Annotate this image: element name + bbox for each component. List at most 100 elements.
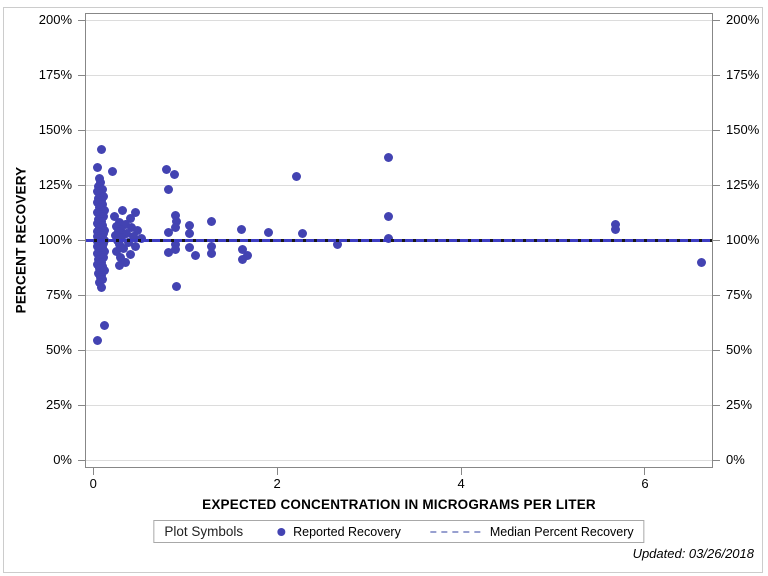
gridline-y	[86, 349, 712, 351]
y-tick-label-right: 0%	[726, 452, 745, 468]
data-point	[111, 246, 121, 256]
data-point	[697, 257, 707, 267]
data-point	[119, 244, 129, 254]
figure-border	[3, 7, 763, 573]
y-axis-tick-left	[78, 239, 85, 241]
data-point	[169, 169, 179, 179]
data-point	[118, 205, 128, 215]
y-tick-label-left: 200%	[38, 12, 72, 28]
gridline-y	[86, 404, 712, 406]
y-axis-tick-right	[713, 239, 720, 241]
data-point	[164, 247, 174, 257]
data-point	[185, 228, 195, 238]
data-point	[99, 266, 109, 276]
y-axis-tick-left	[78, 74, 85, 76]
data-point	[237, 255, 247, 265]
y-axis-tick-right	[713, 459, 720, 461]
data-point	[120, 257, 130, 267]
data-point	[125, 213, 135, 223]
median-line	[86, 238, 712, 242]
data-point	[120, 220, 130, 230]
data-point	[121, 228, 131, 238]
data-point	[93, 162, 103, 172]
y-tick-label-right: 50%	[726, 342, 753, 358]
legend-marker-icon	[277, 527, 286, 536]
y-axis-tick-right	[713, 19, 720, 21]
data-point	[99, 205, 109, 215]
gridline-y	[86, 184, 712, 186]
data-point	[170, 211, 180, 221]
y-axis-tick-right	[713, 184, 720, 186]
data-point	[383, 153, 393, 163]
legend-dashed-line-icon	[430, 530, 481, 533]
data-point	[99, 321, 109, 331]
y-axis-tick-left	[78, 19, 85, 21]
data-point	[170, 223, 180, 233]
data-point	[127, 223, 137, 233]
legend-title: Plot Symbols	[164, 524, 244, 539]
y-axis-tick-left	[78, 294, 85, 296]
data-point	[383, 212, 393, 222]
data-point	[172, 281, 182, 291]
gridline-y	[86, 74, 712, 76]
data-point	[132, 225, 142, 235]
data-point	[129, 232, 139, 242]
data-point	[236, 224, 246, 234]
data-point	[170, 239, 180, 249]
data-point	[97, 145, 107, 155]
y-axis-tick-right	[713, 349, 720, 351]
plot-legend: Plot Symbols Reported Recovery Median Pe…	[153, 520, 645, 543]
data-point	[611, 224, 621, 234]
updated-note: Updated: 03/26/2018	[632, 546, 754, 561]
y-axis-tick-right	[713, 129, 720, 131]
y-tick-label-left: 150%	[38, 122, 72, 138]
data-point	[131, 242, 141, 252]
x-tick-label: 6	[641, 476, 649, 491]
data-point	[131, 207, 141, 217]
legend-item-reported-recovery: Reported Recovery	[277, 525, 401, 539]
data-point	[114, 260, 124, 270]
y-axis-tick-left	[78, 184, 85, 186]
data-point	[207, 248, 217, 258]
y-tick-label-right: 200%	[726, 12, 760, 28]
y-axis-tick-right	[713, 404, 720, 406]
data-point	[264, 227, 274, 237]
x-axis-tick	[644, 468, 646, 475]
data-point	[237, 245, 247, 255]
y-axis-tick-right	[713, 294, 720, 296]
data-point	[123, 237, 133, 247]
legend-line-label: Median Percent Recovery	[489, 524, 634, 539]
data-point	[116, 253, 126, 263]
y-axis-tick-left	[78, 404, 85, 406]
gridline-y	[86, 294, 712, 296]
gridline-y	[86, 129, 712, 131]
y-axis-tick-left	[78, 129, 85, 131]
data-point	[333, 239, 343, 249]
data-point	[298, 228, 308, 238]
data-point	[93, 335, 103, 345]
data-point	[185, 243, 195, 253]
data-point	[185, 221, 195, 231]
y-tick-label-left: 175%	[38, 67, 72, 83]
x-tick-label: 0	[89, 476, 97, 491]
data-point	[164, 227, 174, 237]
data-point	[291, 171, 301, 181]
gridline-y	[86, 459, 712, 461]
data-point	[109, 212, 119, 222]
x-tick-label: 2	[273, 476, 281, 491]
legend-item-median-line: Median Percent Recovery	[430, 524, 634, 539]
data-point	[207, 216, 217, 226]
gridline-y	[86, 19, 712, 21]
x-axis-tick	[460, 468, 462, 475]
y-tick-label-left: 75%	[45, 287, 72, 303]
y-tick-label-right: 100%	[726, 232, 760, 248]
y-axis-tick-right	[713, 74, 720, 76]
y-tick-label-left: 100%	[38, 232, 72, 248]
data-point	[172, 216, 182, 226]
x-axis-tick	[276, 468, 278, 475]
data-point	[243, 250, 253, 260]
y-tick-label-left: 25%	[45, 397, 72, 413]
legend-series-label: Reported Recovery	[293, 524, 401, 539]
data-point	[162, 165, 172, 175]
